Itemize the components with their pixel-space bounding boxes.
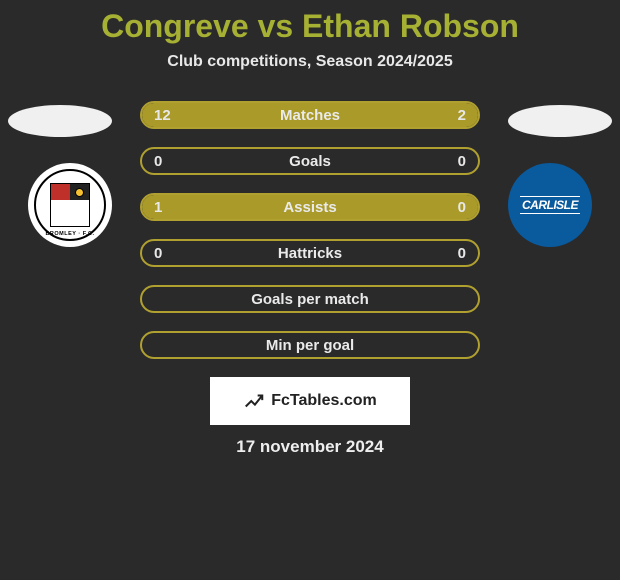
bar-label: Hattricks — [278, 245, 342, 262]
snapshot-date: 17 november 2024 — [0, 437, 620, 457]
bar-label: Goals — [289, 153, 331, 170]
bar-value-right: 0 — [458, 153, 466, 170]
page-title: Congreve vs Ethan Robson — [0, 8, 620, 45]
stat-bar: 12 2 Matches — [140, 101, 480, 129]
site-name: FcTables.com — [271, 392, 377, 410]
stat-bar: 1 0 Assists — [140, 193, 480, 221]
stat-bar: Min per goal — [140, 331, 480, 359]
bar-label: Assists — [283, 199, 336, 216]
bar-value-right: 0 — [458, 199, 466, 216]
subtitle: Club competitions, Season 2024/2025 — [0, 53, 620, 71]
main-area: BROMLEY · F.C. CARLISLE 12 2 Matches 0 0 Goal… — [0, 101, 620, 359]
stat-bar: Goals per match — [140, 285, 480, 313]
chart-up-icon — [243, 390, 265, 412]
comparison-card: Congreve vs Ethan Robson Club competitio… — [0, 0, 620, 457]
player-left-marker — [8, 105, 112, 137]
bar-value-left: 12 — [154, 107, 171, 124]
stat-bar: 0 0 Hattricks — [140, 239, 480, 267]
bar-fill-right — [407, 103, 478, 127]
bar-value-left: 1 — [154, 199, 162, 216]
club-left-label: BROMLEY · F.C. — [45, 231, 94, 237]
bar-fill-left — [142, 103, 407, 127]
stat-bar: 0 0 Goals — [140, 147, 480, 175]
bar-value-left: 0 — [154, 153, 162, 170]
bar-label: Min per goal — [266, 337, 354, 354]
bar-value-right: 0 — [458, 245, 466, 262]
carlisle-badge-icon: CARLISLE — [520, 196, 580, 214]
bar-value-left: 0 — [154, 245, 162, 262]
bar-value-right: 2 — [458, 107, 466, 124]
stat-bars: 12 2 Matches 0 0 Goals 1 0 Assists 0 0 Hattricks Goa… — [140, 101, 480, 359]
site-banner: FcTables.com — [210, 377, 410, 425]
bromley-badge-icon: BROMLEY · F.C. — [34, 169, 106, 241]
club-badge-left: BROMLEY · F.C. — [28, 163, 112, 247]
player-right-marker — [508, 105, 612, 137]
club-badge-right: CARLISLE — [508, 163, 592, 247]
bar-label: Matches — [280, 107, 340, 124]
bar-label: Goals per match — [251, 291, 369, 308]
